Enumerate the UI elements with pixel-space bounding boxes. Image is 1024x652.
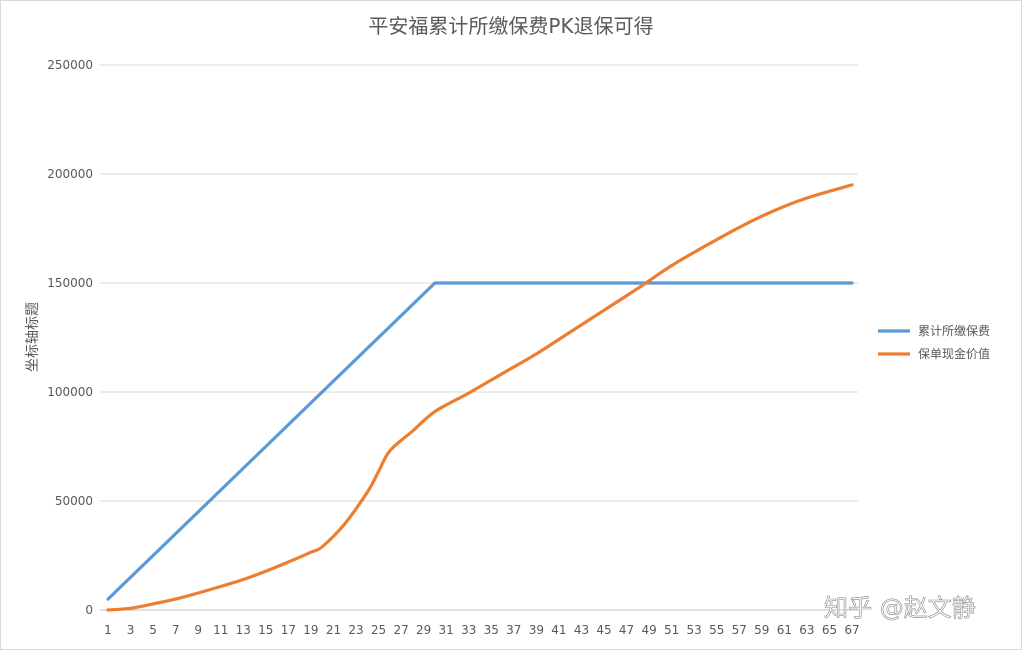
x-tick-label: 63 — [799, 623, 814, 637]
y-tick-label: 0 — [85, 603, 93, 617]
series-lines — [106, 183, 854, 612]
y-tick-label: 50000 — [55, 494, 93, 508]
legend-label: 累计所缴保费 — [918, 323, 990, 338]
y-tick-labels: 0 50000 100000 150000 200000 250000 — [47, 58, 93, 617]
x-tick-label: 9 — [194, 623, 202, 637]
x-tick-label: 31 — [439, 623, 454, 637]
x-tick-label: 57 — [732, 623, 747, 637]
x-tick-label: 61 — [777, 623, 792, 637]
x-tick-label: 19 — [303, 623, 318, 637]
x-tick-label: 27 — [393, 623, 408, 637]
x-tick-label: 5 — [149, 623, 157, 637]
x-tick-label: 21 — [326, 623, 341, 637]
x-tick-label: 37 — [506, 623, 521, 637]
x-tick-label: 17 — [281, 623, 296, 637]
x-tick-label: 43 — [574, 623, 589, 637]
x-tick-label: 65 — [822, 623, 837, 637]
watermark-text: 知乎 @赵文静 — [824, 594, 976, 622]
x-tick-label: 33 — [461, 623, 476, 637]
x-tick-labels: 1 3 5 7 9 11 13 15 17 19 21 23 25 27 29 31 33 35 37 39 41 43 4… — [104, 623, 859, 637]
x-tick-label: 7 — [172, 623, 180, 637]
x-tick-label: 15 — [258, 623, 273, 637]
y-axis-title: 坐标轴标题 — [25, 302, 41, 372]
series-line-1 — [106, 281, 854, 601]
x-tick-label: 11 — [213, 623, 228, 637]
series-line-2 — [106, 183, 854, 612]
x-tick-label: 1 — [104, 623, 112, 637]
x-tick-label: 47 — [619, 623, 634, 637]
x-tick-label: 51 — [664, 623, 679, 637]
x-tick-label: 53 — [687, 623, 702, 637]
chart-title: 平安福累计所缴保费PK退保可得 — [368, 14, 653, 38]
y-tick-label: 250000 — [47, 58, 93, 72]
x-tick-label: 59 — [754, 623, 769, 637]
legend-label: 保单现金价值 — [918, 346, 990, 361]
x-tick-label: 25 — [371, 623, 386, 637]
x-tick-label: 29 — [416, 623, 431, 637]
x-tick-label: 67 — [844, 623, 859, 637]
y-tick-label: 150000 — [47, 276, 93, 290]
x-tick-label: 45 — [596, 623, 611, 637]
y-tick-label: 100000 — [47, 385, 93, 399]
gridlines — [100, 64, 858, 611]
x-tick-label: 49 — [641, 623, 656, 637]
x-tick-label: 41 — [551, 623, 566, 637]
x-tick-label: 3 — [127, 623, 135, 637]
x-tick-label: 23 — [348, 623, 363, 637]
x-tick-label: 39 — [529, 623, 544, 637]
x-tick-label: 13 — [236, 623, 251, 637]
y-tick-label: 200000 — [47, 167, 93, 181]
x-tick-label: 35 — [484, 623, 499, 637]
x-tick-label: 55 — [709, 623, 724, 637]
